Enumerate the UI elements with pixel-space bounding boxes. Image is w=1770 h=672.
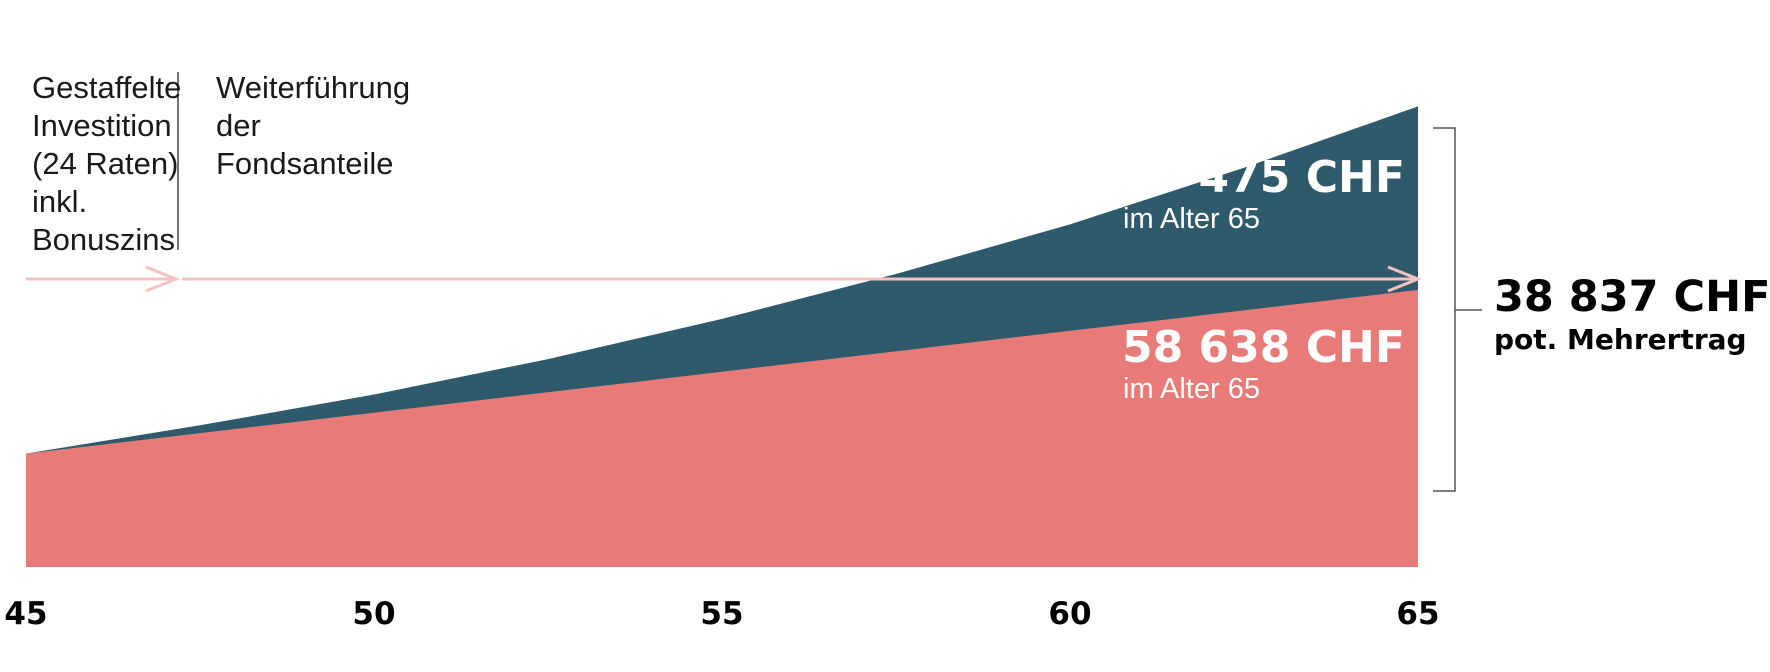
difference-bracket (1433, 127, 1482, 492)
x-tick-45: 45 (4, 596, 47, 632)
phase1-arrow-head (145, 265, 181, 293)
x-tick-65: 65 (1396, 596, 1439, 632)
x-tick-55: 55 (700, 596, 743, 632)
area-base-series (26, 289, 1418, 567)
x-axis-ticks: 45 50 55 60 65 (4, 596, 1439, 632)
base-value-sublabel: im Alter 65 (1123, 373, 1260, 405)
top-value-sublabel: im Alter 65 (1123, 203, 1260, 235)
phase1-line-1: Gestaffelte (32, 70, 181, 105)
phase2-arrow (182, 265, 1423, 293)
x-tick-60: 60 (1048, 596, 1091, 632)
phase1-line-2: Investition (32, 108, 172, 143)
phase1-line-3: (24 Raten) (32, 146, 178, 181)
phase1-line-5: Bonuszins (32, 222, 175, 257)
base-value-label: 58 638 CHF (1122, 322, 1405, 373)
phase2-line-3: Fondsanteile (216, 146, 394, 181)
phase2-line-2: der (216, 108, 261, 143)
phase2-label: Weiterführung der Fondsanteile (216, 70, 419, 181)
top-value-label: 97 475 CHF (1122, 152, 1405, 203)
phase1-label: Gestaffelte Investition (24 Raten) inkl.… (32, 70, 190, 257)
difference-value-label: 38 837 CHF (1494, 272, 1770, 322)
x-tick-50: 50 (352, 596, 395, 632)
phase2-line-1: Weiterführung (216, 70, 410, 105)
phase1-line-4: inkl. (32, 184, 87, 219)
phase2-arrow-head (1387, 265, 1423, 293)
phase1-arrow (26, 265, 181, 293)
difference-sublabel: pot. Mehrertrag (1494, 323, 1747, 356)
